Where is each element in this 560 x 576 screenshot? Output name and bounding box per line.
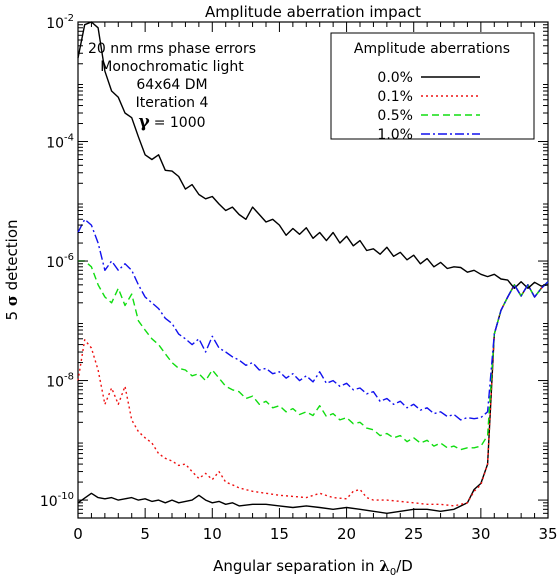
x-axis: 0 5 10 15 20 25 30 35 xyxy=(73,22,558,543)
x-tick-label: 35 xyxy=(538,525,557,543)
x-tick-label: 5 xyxy=(140,525,150,543)
x-axis-label: Angular separation in λ0/D xyxy=(213,557,413,576)
x-tick-label: 10 xyxy=(203,525,222,543)
y-tick-base: 10 xyxy=(46,136,64,152)
y-axis-label-prefix: 5 xyxy=(3,306,21,320)
legend-entries: 0.0% 0.1% 0.5% 1.0% xyxy=(377,70,480,143)
y-tick-exponent: -8 xyxy=(64,372,74,383)
series-line-0-upper xyxy=(77,21,549,289)
series-line-2-main xyxy=(78,260,549,451)
y-tick-label: 10-8 xyxy=(46,372,74,391)
lambda-symbol: λ xyxy=(379,557,390,575)
x-axis-label-text: Angular separation in xyxy=(213,557,379,575)
x-tick-label: 15 xyxy=(270,525,289,543)
y-axis-label-suffix: detection xyxy=(3,220,21,296)
legend: Amplitude aberrations 0.0% 0.1% 0.5% 1.0% xyxy=(330,32,535,143)
sigma-symbol: σ xyxy=(3,295,21,306)
chart-title: Amplitude aberration impact xyxy=(205,3,421,21)
gamma-symbol: γ xyxy=(138,112,150,132)
series-line-0-lower xyxy=(77,281,549,514)
x-axis-label-tail: /D xyxy=(396,557,413,575)
gamma-value: = 1000 xyxy=(154,115,206,131)
y-tick-label: 10-2 xyxy=(46,13,74,32)
y-tick-exponent: -10 xyxy=(58,491,74,502)
y-tick-exponent: -6 xyxy=(64,252,74,263)
y-tick-label: 10-6 xyxy=(46,252,74,271)
lambda-subscript: 0 xyxy=(390,567,396,576)
y-tick-exponent: -4 xyxy=(64,133,74,144)
y-tick-label: 10-4 xyxy=(46,133,74,152)
x-tick-label: 20 xyxy=(337,525,356,543)
legend-box xyxy=(330,32,535,140)
y-tick-base: 10 xyxy=(46,16,64,32)
legend-label: 0.5% xyxy=(377,108,413,124)
annotation-block: 20 nm rms phase errors Monochromatic lig… xyxy=(88,41,256,132)
series-layer xyxy=(77,21,549,514)
annotation-line: Iteration 4 xyxy=(136,95,209,111)
x-tick-label: 30 xyxy=(471,525,490,543)
legend-title: Amplitude aberrations xyxy=(354,41,510,57)
legend-label: 0.0% xyxy=(377,70,413,86)
annotation-line: 64x64 DM xyxy=(136,77,207,93)
x-tick-label: 25 xyxy=(404,525,423,543)
annotation-line: Monochromatic light xyxy=(100,59,244,75)
y-tick-label: 10-10 xyxy=(40,491,74,510)
series-line-1-main xyxy=(77,281,549,507)
series-line-3-main xyxy=(77,218,549,421)
legend-label: 1.0% xyxy=(377,127,413,143)
legend-label: 0.1% xyxy=(377,89,413,105)
annotation-line: 20 nm rms phase errors xyxy=(88,41,256,57)
x-tick-label: 0 xyxy=(73,525,83,543)
y-tick-base: 10 xyxy=(46,375,64,391)
y-tick-base: 10 xyxy=(40,494,58,510)
y-tick-exponent: -2 xyxy=(64,13,74,24)
gamma-annotation: γ = 1000 xyxy=(138,112,205,132)
y-axis-label: 5 σ detection xyxy=(3,220,21,321)
y-tick-base: 10 xyxy=(46,255,64,271)
